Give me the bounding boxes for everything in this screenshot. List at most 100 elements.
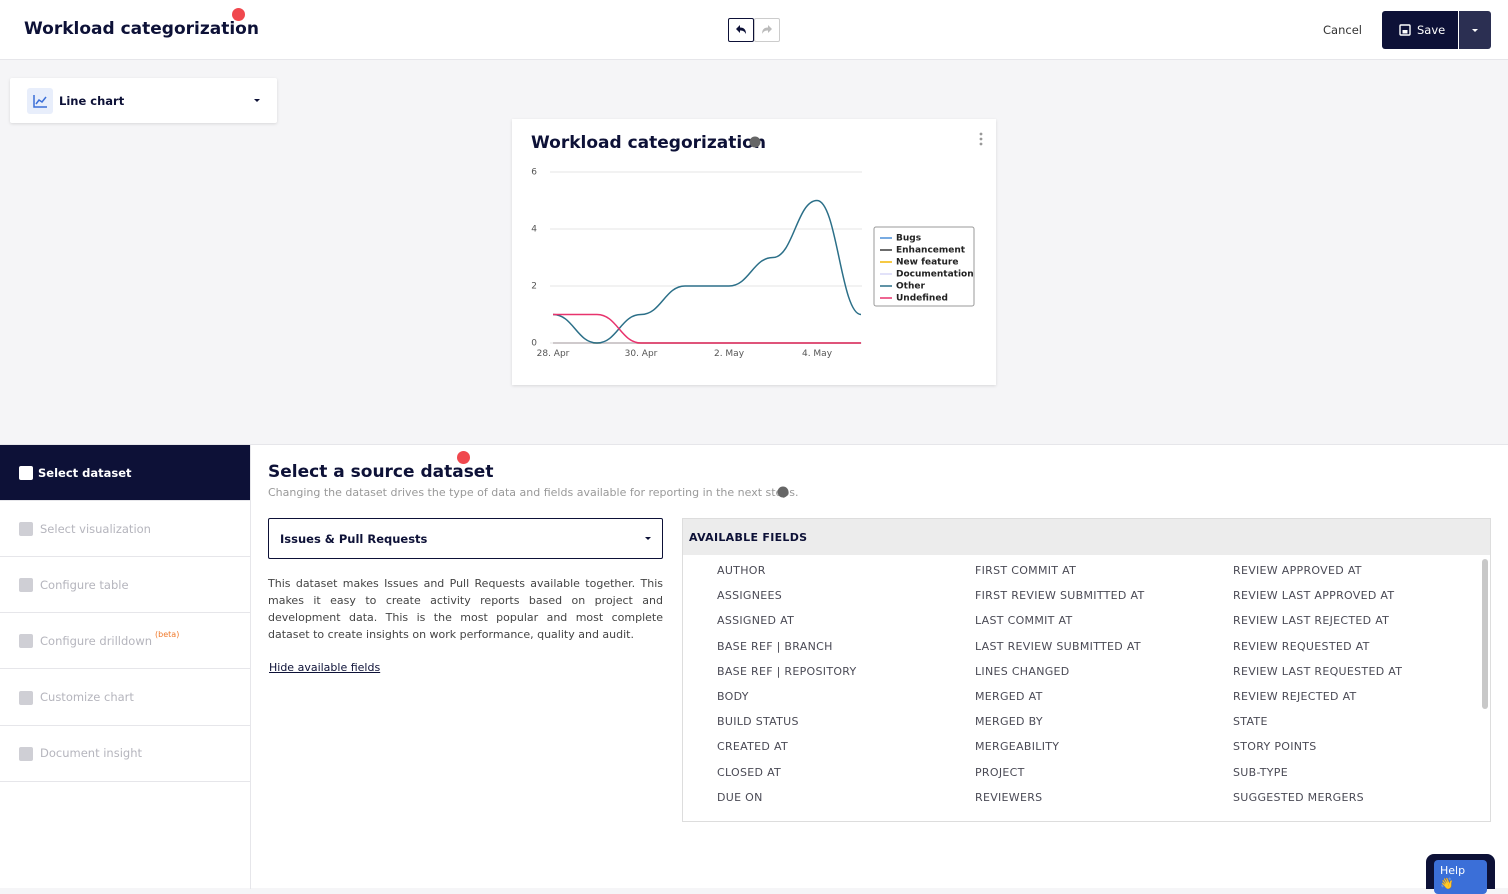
field[interactable]: STATE (1233, 715, 1268, 729)
step-icon (19, 634, 33, 649)
fields-header: AVAILABLE FIELDS (683, 519, 1490, 555)
chart-card: Workload categorization 0 2 4 6 28. Apr 30. A… (512, 119, 996, 385)
field[interactable]: PROJECT (975, 765, 1025, 779)
caret (1472, 29, 1478, 32)
field[interactable]: REVIEW APPROVED AT (1233, 564, 1362, 577)
field[interactable]: DUE ON (717, 790, 763, 804)
field[interactable]: REVIEWERS (975, 790, 1043, 804)
step-label: Customize chart (40, 690, 134, 705)
field[interactable]: FIRST REVIEW SUBMITTED AT (975, 589, 1145, 603)
fields-panel: AVAILABLE FIELDS AUTHOR ASSIGNEES ASSIGNED… (682, 518, 1491, 822)
step[interactable]: Document insight (0, 726, 250, 782)
step-icon (19, 522, 33, 536)
field[interactable]: SUGGESTED MERGERS (1233, 790, 1364, 804)
step-label: Configure table (40, 577, 129, 592)
y-tick-label: 4 (531, 225, 537, 235)
scrollbar[interactable] (1482, 559, 1488, 709)
legend-label: Bugs (896, 234, 921, 244)
save-label: Save (1417, 23, 1446, 37)
step[interactable]: Select dataset (0, 445, 250, 501)
toggle-fields-link[interactable]: Hide available fields (269, 661, 381, 674)
fields-list: AUTHOR ASSIGNEES ASSIGNED AT BASE REF | BRA… (683, 555, 1483, 821)
field[interactable]: REVIEW LAST REJECTED AT (1233, 614, 1390, 628)
field[interactable]: ASSIGNEES (717, 589, 783, 603)
caret (645, 537, 651, 540)
legend-label: Undefined (896, 294, 948, 304)
field[interactable]: REVIEW LAST APPROVED AT (1233, 589, 1395, 603)
chart-type-selector[interactable]: Line chart (10, 78, 277, 123)
save-button[interactable]: Save (1382, 11, 1458, 49)
chart-type-label: Line chart (59, 94, 125, 108)
field[interactable]: LINES CHANGED (975, 664, 1070, 678)
dataset-value: Issues & Pull Requests (280, 532, 428, 546)
caret (254, 99, 260, 102)
field[interactable]: BASE REF | REPOSITORY (717, 664, 857, 678)
step-icon (19, 690, 33, 705)
legend-box (873, 226, 975, 307)
field[interactable]: AUTHOR (717, 564, 766, 577)
field[interactable]: FIRST COMMIT AT (975, 564, 1077, 577)
x-tick-label: 4. May (802, 349, 833, 359)
field[interactable]: CREATED AT (717, 740, 788, 754)
page-title: Workload categorization (24, 19, 259, 39)
dataset-description: This dataset makes Issues and Pull Reque… (268, 577, 663, 641)
field[interactable]: MERGED AT (975, 690, 1043, 703)
step-icon (19, 746, 33, 761)
cancel-button[interactable]: Cancel (1323, 23, 1362, 37)
x-tick-label: 30. Apr (625, 349, 658, 359)
save-icon (1399, 24, 1411, 36)
y-tick-label: 2 (531, 282, 537, 292)
series-line (552, 199, 862, 344)
field[interactable]: MERGEABILITY (975, 740, 1060, 754)
step[interactable]: Select visualization (0, 501, 250, 557)
step-label: Document insight (40, 746, 143, 761)
field[interactable]: LAST REVIEW SUBMITTED AT (975, 639, 1141, 653)
field[interactable]: BODY (717, 690, 749, 703)
chart-title: Workload categorization (531, 133, 766, 153)
card-menu[interactable] (979, 132, 983, 146)
help-widget[interactable]: Help 👋 (1426, 854, 1495, 894)
step[interactable]: Customize chart (0, 670, 250, 726)
legend-label: Other (896, 282, 925, 292)
section-title: Select a source dataset (268, 462, 494, 482)
editor-panel: Select dataset Select visualization Config… (0, 444, 1508, 894)
undo-button[interactable] (728, 18, 754, 42)
step[interactable]: Configure table (0, 557, 250, 614)
field[interactable]: STORY POINTS (1233, 740, 1317, 754)
step-icon (19, 578, 33, 593)
steps-sidebar: Select dataset Select visualization Config… (0, 445, 251, 889)
x-tick-label: 28. Apr (537, 349, 570, 359)
line-chart-icon (27, 88, 53, 114)
field[interactable]: REVIEW REQUESTED AT (1233, 639, 1370, 653)
field[interactable]: BUILD STATUS (717, 715, 799, 729)
legend-label: New feature (896, 258, 958, 268)
section-subtitle: Changing the dataset drives the type of … (268, 486, 799, 499)
redo-button[interactable] (754, 18, 780, 42)
legend-label: Enhancement (896, 246, 966, 256)
field[interactable]: SUB-TYPE (1233, 765, 1288, 779)
field[interactable]: REVIEW LAST REQUESTED AT (1233, 664, 1403, 678)
y-tick-label: 6 (531, 168, 537, 178)
series-line (553, 313, 861, 344)
step-label: Select dataset (38, 465, 132, 480)
field[interactable]: REVIEW REJECTED AT (1233, 690, 1357, 703)
field[interactable]: LAST COMMIT AT (975, 614, 1073, 628)
indicator (457, 451, 470, 464)
top-bar: Workload categorization Cancel Save (0, 0, 1508, 60)
beta-badge: (beta) (155, 630, 180, 640)
step-label: Configure drilldown (40, 633, 153, 648)
field[interactable]: BASE REF | BRANCH (717, 639, 833, 653)
field[interactable]: MERGED BY (975, 715, 1043, 729)
field[interactable]: CLOSED AT (717, 765, 782, 779)
help-icon[interactable] (749, 136, 761, 148)
step[interactable]: Configure drilldown (beta) (0, 613, 250, 670)
legend-label: Documentation (896, 270, 974, 280)
help-label: Help 👋 (1434, 860, 1487, 894)
help-icon[interactable] (777, 486, 789, 498)
dataset-dropdown[interactable]: Issues & Pull Requests (268, 518, 663, 559)
unsaved-indicator (232, 8, 245, 21)
undo-icon (736, 25, 746, 34)
save-menu-button[interactable] (1459, 11, 1491, 49)
field[interactable]: ASSIGNED AT (717, 614, 795, 628)
redo-icon (762, 25, 772, 34)
